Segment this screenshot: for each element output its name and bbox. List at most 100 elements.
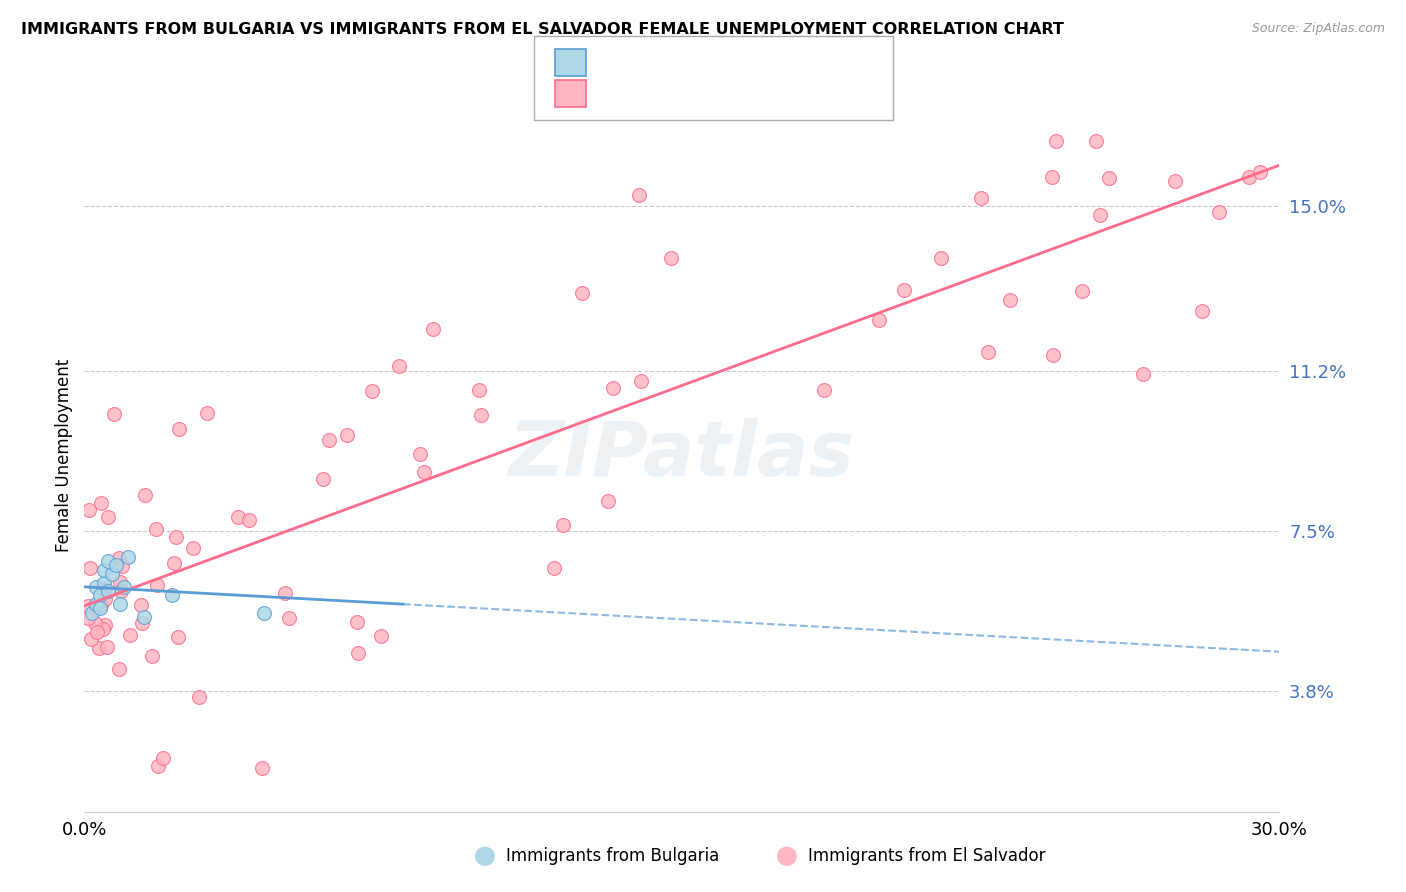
Point [148, 759, 170, 773]
Point [110, 559, 132, 574]
Point [422, 322, 444, 336]
Text: Immigrants from Bulgaria: Immigrants from Bulgaria [506, 847, 720, 865]
Point [146, 578, 169, 592]
Point [141, 648, 163, 663]
Point [1071, 284, 1094, 298]
Point [470, 409, 492, 423]
Point [970, 191, 993, 205]
Point [93, 618, 115, 632]
Point [93, 592, 115, 607]
Point [145, 522, 167, 536]
Point [868, 313, 890, 327]
Text: N =: N = [703, 85, 742, 103]
Point [1164, 174, 1187, 188]
Point [93, 575, 115, 590]
Point [132, 610, 156, 624]
Point [1040, 169, 1063, 184]
Point [976, 344, 998, 359]
Point [89, 601, 111, 615]
Point [90, 495, 112, 509]
Point [79, 560, 101, 574]
Point [659, 252, 682, 266]
Text: Source: ZipAtlas.com: Source: ZipAtlas.com [1251, 22, 1385, 36]
Point [409, 447, 432, 461]
Text: Immigrants from El Salvador: Immigrants from El Salvador [808, 847, 1046, 865]
Point [163, 556, 186, 570]
Point [86, 580, 108, 594]
Point [1249, 165, 1271, 179]
Point [571, 285, 593, 300]
Point [80, 632, 103, 646]
Point [131, 616, 153, 631]
Text: R =: R = [598, 54, 637, 71]
Point [1237, 169, 1260, 184]
Text: ⬤: ⬤ [776, 847, 799, 866]
Point [253, 606, 276, 620]
Point [110, 597, 132, 611]
Point [97, 510, 120, 524]
Point [110, 583, 132, 598]
Point [998, 293, 1021, 307]
Point [166, 630, 188, 644]
Point [134, 488, 156, 502]
Point [97, 554, 120, 568]
Point [91, 622, 114, 636]
Point [112, 580, 135, 594]
Point [226, 510, 249, 524]
Point [412, 465, 434, 479]
Point [929, 251, 952, 265]
Text: 0.256: 0.256 [637, 85, 693, 103]
Point [167, 422, 190, 436]
Point [160, 589, 183, 603]
Point [86, 597, 108, 611]
Y-axis label: Female Unemployment: Female Unemployment [55, 359, 73, 551]
Point [1208, 204, 1230, 219]
Point [118, 628, 141, 642]
Point [77, 599, 100, 613]
Point [1132, 367, 1154, 381]
Point [1098, 170, 1121, 185]
Point [82, 606, 104, 620]
Point [117, 549, 139, 564]
Point [278, 610, 301, 624]
Point [312, 472, 335, 486]
Point [188, 690, 211, 705]
Point [273, 586, 295, 600]
Point [107, 550, 129, 565]
Point [602, 381, 624, 395]
Point [83, 615, 105, 630]
Point [346, 646, 368, 660]
Text: IMMIGRANTS FROM BULGARIA VS IMMIGRANTS FROM EL SALVADOR FEMALE UNEMPLOYMENT CORR: IMMIGRANTS FROM BULGARIA VS IMMIGRANTS F… [21, 22, 1064, 37]
Text: 84: 84 [741, 85, 766, 103]
Point [77, 503, 100, 517]
Text: -0.077: -0.077 [637, 54, 702, 71]
Point [1191, 304, 1213, 318]
Point [1042, 348, 1064, 362]
Point [93, 582, 115, 596]
Point [101, 566, 124, 581]
Point [370, 629, 392, 643]
Point [388, 359, 411, 373]
Point [1045, 134, 1067, 148]
Point [360, 384, 382, 399]
Point [152, 751, 174, 765]
Point [77, 611, 100, 625]
Point [110, 575, 132, 590]
Point [346, 615, 368, 630]
Text: R =: R = [598, 85, 637, 103]
Point [103, 407, 125, 421]
Point [1084, 134, 1107, 148]
Point [596, 494, 619, 508]
Point [543, 560, 565, 574]
Text: 17: 17 [741, 54, 766, 71]
Point [105, 558, 128, 573]
Point [630, 374, 652, 388]
Point [96, 640, 118, 654]
Point [238, 513, 260, 527]
Point [195, 406, 218, 420]
Point [89, 589, 111, 603]
Point [90, 598, 112, 612]
Point [129, 598, 152, 612]
Point [252, 762, 274, 776]
Point [553, 518, 575, 533]
